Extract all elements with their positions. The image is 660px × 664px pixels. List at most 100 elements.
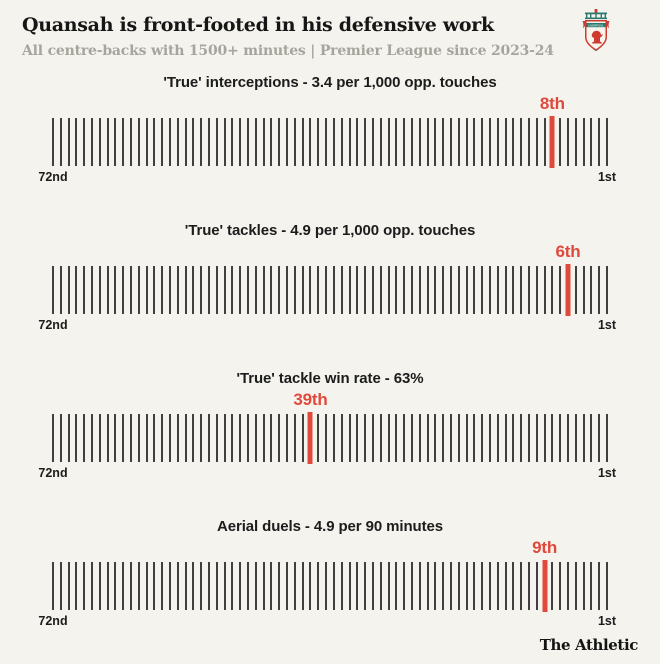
tick <box>481 118 484 166</box>
tick <box>309 266 312 314</box>
tick <box>52 414 54 462</box>
tick <box>325 118 328 166</box>
header: Quansah is front-footed in his defensive… <box>0 0 660 60</box>
tick <box>317 266 320 314</box>
chart-tackle-win-rate: 'True' tackle win rate - 63% 39th 72nd 1… <box>0 356 660 504</box>
rank-row: 8th <box>53 92 607 116</box>
tick <box>254 414 257 462</box>
tick <box>535 266 538 314</box>
tick <box>598 562 601 610</box>
tick <box>566 118 569 166</box>
tick <box>184 414 187 462</box>
tick <box>473 414 476 462</box>
tick <box>590 562 593 610</box>
tick <box>364 562 367 610</box>
tick <box>192 118 195 166</box>
tick <box>590 266 593 314</box>
tick <box>395 266 398 314</box>
svg-text:LIVERPOOL: LIVERPOOL <box>588 23 604 27</box>
tick <box>410 118 413 166</box>
tick <box>606 562 608 610</box>
axis-label-first: 1st <box>597 614 617 628</box>
tick <box>379 562 382 610</box>
tick <box>426 562 429 610</box>
tick <box>512 414 515 462</box>
tick <box>527 118 530 166</box>
tick <box>371 266 374 314</box>
tick <box>286 414 289 462</box>
axis-row: 72nd 1st <box>38 466 616 484</box>
tick <box>559 562 562 610</box>
tick <box>442 414 445 462</box>
tick <box>348 414 351 462</box>
tick <box>442 118 445 166</box>
chart-title: 'True' interceptions - 3.4 per 1,000 opp… <box>163 74 497 91</box>
tick <box>59 266 62 314</box>
tick <box>239 266 242 314</box>
tick <box>520 562 523 610</box>
tick <box>247 118 250 166</box>
tick <box>254 562 257 610</box>
axis-label-first: 1st <box>597 170 617 184</box>
tick <box>169 562 172 610</box>
tick <box>340 562 343 610</box>
tick <box>325 562 328 610</box>
tick <box>574 118 577 166</box>
tick <box>75 562 78 610</box>
tick <box>332 562 335 610</box>
tick <box>98 266 101 314</box>
tick <box>457 118 460 166</box>
tick <box>574 562 577 610</box>
tick <box>356 562 359 610</box>
tick <box>247 562 250 610</box>
tick <box>239 414 242 462</box>
tick <box>301 562 304 610</box>
tick <box>192 414 195 462</box>
axis-label-last: 72nd <box>38 466 68 480</box>
tick <box>59 414 62 462</box>
chart-true-interceptions: 'True' interceptions - 3.4 per 1,000 opp… <box>0 60 660 208</box>
tick <box>200 266 203 314</box>
tick <box>59 562 62 610</box>
tick <box>403 562 406 610</box>
rank-row: 39th <box>53 388 607 412</box>
tick <box>496 562 499 610</box>
tick <box>293 562 296 610</box>
highlight-tick <box>549 116 555 168</box>
tick <box>83 562 86 610</box>
tick <box>348 118 351 166</box>
tick <box>442 562 445 610</box>
tick <box>410 266 413 314</box>
tick <box>426 118 429 166</box>
tick <box>606 266 608 314</box>
rank-row: 9th <box>53 536 607 560</box>
rank-strip <box>52 560 608 612</box>
tick <box>434 118 437 166</box>
tick <box>379 118 382 166</box>
tick <box>286 118 289 166</box>
tick <box>137 266 140 314</box>
tick <box>332 118 335 166</box>
tick <box>192 266 195 314</box>
tick <box>449 118 452 166</box>
tick <box>379 414 382 462</box>
tick <box>332 266 335 314</box>
tick <box>449 562 452 610</box>
tick <box>106 118 109 166</box>
tick <box>340 414 343 462</box>
tick <box>481 562 484 610</box>
axis-row: 72nd 1st <box>38 318 616 336</box>
tick <box>270 562 273 610</box>
page-subtitle: All centre-backs with 1500+ minutes | Pr… <box>22 43 554 59</box>
tick <box>590 414 593 462</box>
tick <box>512 266 515 314</box>
tick <box>395 118 398 166</box>
tick <box>176 562 179 610</box>
tick <box>137 562 140 610</box>
tick <box>153 562 156 610</box>
tick <box>231 562 234 610</box>
tick <box>200 414 203 462</box>
tick <box>137 118 140 166</box>
tick <box>504 414 507 462</box>
highlight-tick <box>542 560 548 612</box>
